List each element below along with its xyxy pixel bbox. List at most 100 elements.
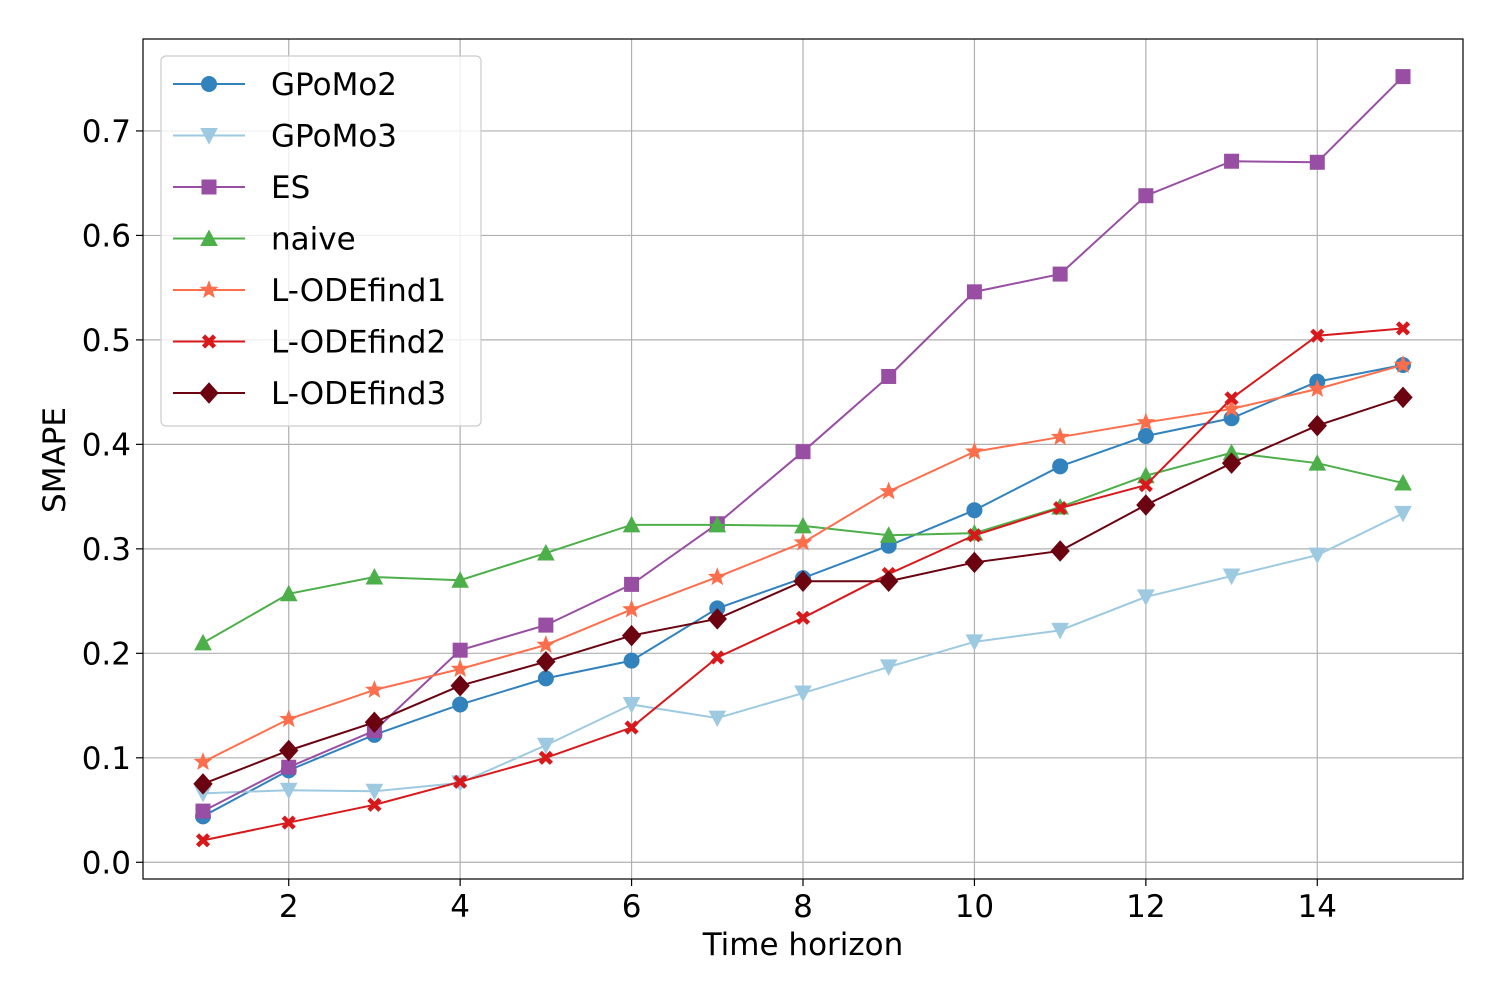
data-point	[1052, 266, 1068, 282]
data-point	[964, 441, 984, 460]
legend-marker	[199, 280, 219, 299]
data-point	[1138, 478, 1153, 493]
data-point	[453, 774, 468, 789]
data-point	[1395, 69, 1411, 85]
legend-marker	[201, 334, 217, 349]
data-point	[795, 444, 811, 460]
data-point	[194, 633, 212, 651]
data-point	[193, 752, 213, 771]
data-point	[1224, 153, 1240, 169]
legend-entry: GPoMo3	[173, 119, 397, 155]
data-point	[881, 368, 897, 384]
legend-label: GPoMo3	[271, 119, 397, 155]
y-tick-label: 0.1	[82, 741, 131, 777]
data-point	[1050, 540, 1070, 562]
series-L-ODEfind2	[195, 321, 1411, 848]
data-point	[879, 659, 898, 676]
y-tick-label: 0.3	[82, 532, 131, 568]
y-tick-label: 0.5	[82, 323, 131, 359]
data-point	[707, 608, 727, 630]
x-tick-label: 2	[279, 889, 299, 925]
legend: GPoMo2 GPoMo3 ES naive L-ODEfind1 L-ODEfind2 L…	[160, 55, 482, 427]
data-point	[1136, 412, 1156, 431]
data-point	[621, 624, 642, 647]
data-point	[710, 650, 725, 665]
data-point	[365, 783, 384, 801]
legend-entry: ES	[173, 170, 310, 206]
data-point	[622, 599, 642, 618]
data-point	[879, 526, 898, 543]
data-point	[1224, 391, 1239, 406]
legend-marker	[201, 179, 217, 195]
series-L-ODEfind1	[193, 355, 1413, 771]
series-layer	[193, 69, 1413, 848]
data-point	[537, 670, 554, 687]
data-point	[965, 634, 984, 651]
data-point	[1136, 494, 1156, 516]
data-point	[367, 797, 382, 812]
legend-entry: L-ODEfind2	[173, 325, 446, 361]
legend-entry: L-ODEfind3	[173, 376, 446, 412]
data-point	[452, 696, 469, 713]
data-point	[622, 515, 641, 533]
data-point	[364, 711, 385, 734]
data-point	[1307, 379, 1327, 398]
data-point	[1308, 547, 1327, 565]
data-point	[195, 803, 211, 819]
data-point	[1222, 398, 1242, 417]
legend-label: L-ODEfind1	[271, 273, 446, 309]
x-tick-label: 8	[793, 889, 813, 925]
data-point	[1394, 473, 1412, 491]
data-point	[793, 570, 813, 592]
data-point	[879, 570, 899, 592]
data-point	[537, 543, 555, 561]
data-point	[195, 833, 211, 848]
legend-label: GPoMo2	[271, 67, 397, 103]
data-point	[708, 515, 727, 533]
data-point	[1394, 505, 1412, 523]
x-axis-label: Time horizon	[702, 927, 904, 963]
data-point	[794, 685, 812, 703]
ticks: 2 4 6 8 10 12 14 0.0 0.1 0.2 0.3 0.4 0.5 0.6 0.7	[82, 114, 1337, 925]
x-tick-label: 14	[1298, 889, 1337, 925]
data-point	[624, 576, 640, 592]
data-point	[364, 679, 384, 698]
series-L-ODEfind3	[193, 386, 1413, 795]
data-point	[281, 815, 296, 830]
y-tick-label: 0.6	[82, 218, 131, 254]
data-point	[279, 709, 299, 728]
data-point	[1393, 386, 1413, 409]
legend-marker	[200, 229, 218, 246]
x-tick-label: 6	[622, 889, 642, 925]
data-point	[450, 674, 470, 697]
series-ES	[195, 69, 1411, 819]
data-point	[1395, 321, 1411, 336]
data-point	[793, 532, 813, 551]
y-tick-label: 0.2	[82, 636, 131, 672]
data-point	[536, 635, 556, 653]
data-point	[281, 759, 297, 775]
data-point	[450, 659, 470, 678]
data-point	[967, 528, 982, 543]
data-point	[538, 750, 553, 765]
x-tick-label: 12	[1126, 889, 1165, 925]
x-tick-label: 4	[450, 889, 470, 925]
legend-label: ES	[271, 170, 310, 206]
data-point	[1051, 622, 1069, 640]
data-point	[1221, 452, 1242, 474]
legend-marker	[201, 76, 217, 92]
data-point	[879, 481, 899, 500]
legend-box	[160, 55, 482, 427]
data-point	[1310, 328, 1325, 343]
data-point	[708, 710, 727, 728]
data-point	[1309, 154, 1325, 170]
data-point	[624, 720, 639, 735]
y-tick-label: 0.0	[82, 845, 131, 881]
data-point	[193, 773, 213, 795]
data-point	[365, 567, 384, 585]
legend-marker	[199, 382, 219, 404]
legend-marker	[200, 128, 218, 145]
data-point	[966, 502, 983, 519]
data-point	[1137, 428, 1154, 445]
